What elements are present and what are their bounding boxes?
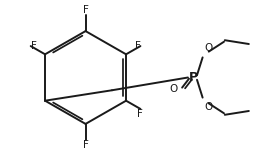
Text: F: F — [137, 109, 143, 119]
Text: F: F — [83, 140, 89, 150]
Text: O: O — [205, 102, 213, 112]
Text: P: P — [189, 71, 198, 84]
Text: O: O — [170, 84, 178, 94]
Text: F: F — [31, 41, 37, 51]
Text: F: F — [134, 41, 140, 51]
Text: F: F — [83, 5, 89, 15]
Text: O: O — [205, 43, 213, 53]
